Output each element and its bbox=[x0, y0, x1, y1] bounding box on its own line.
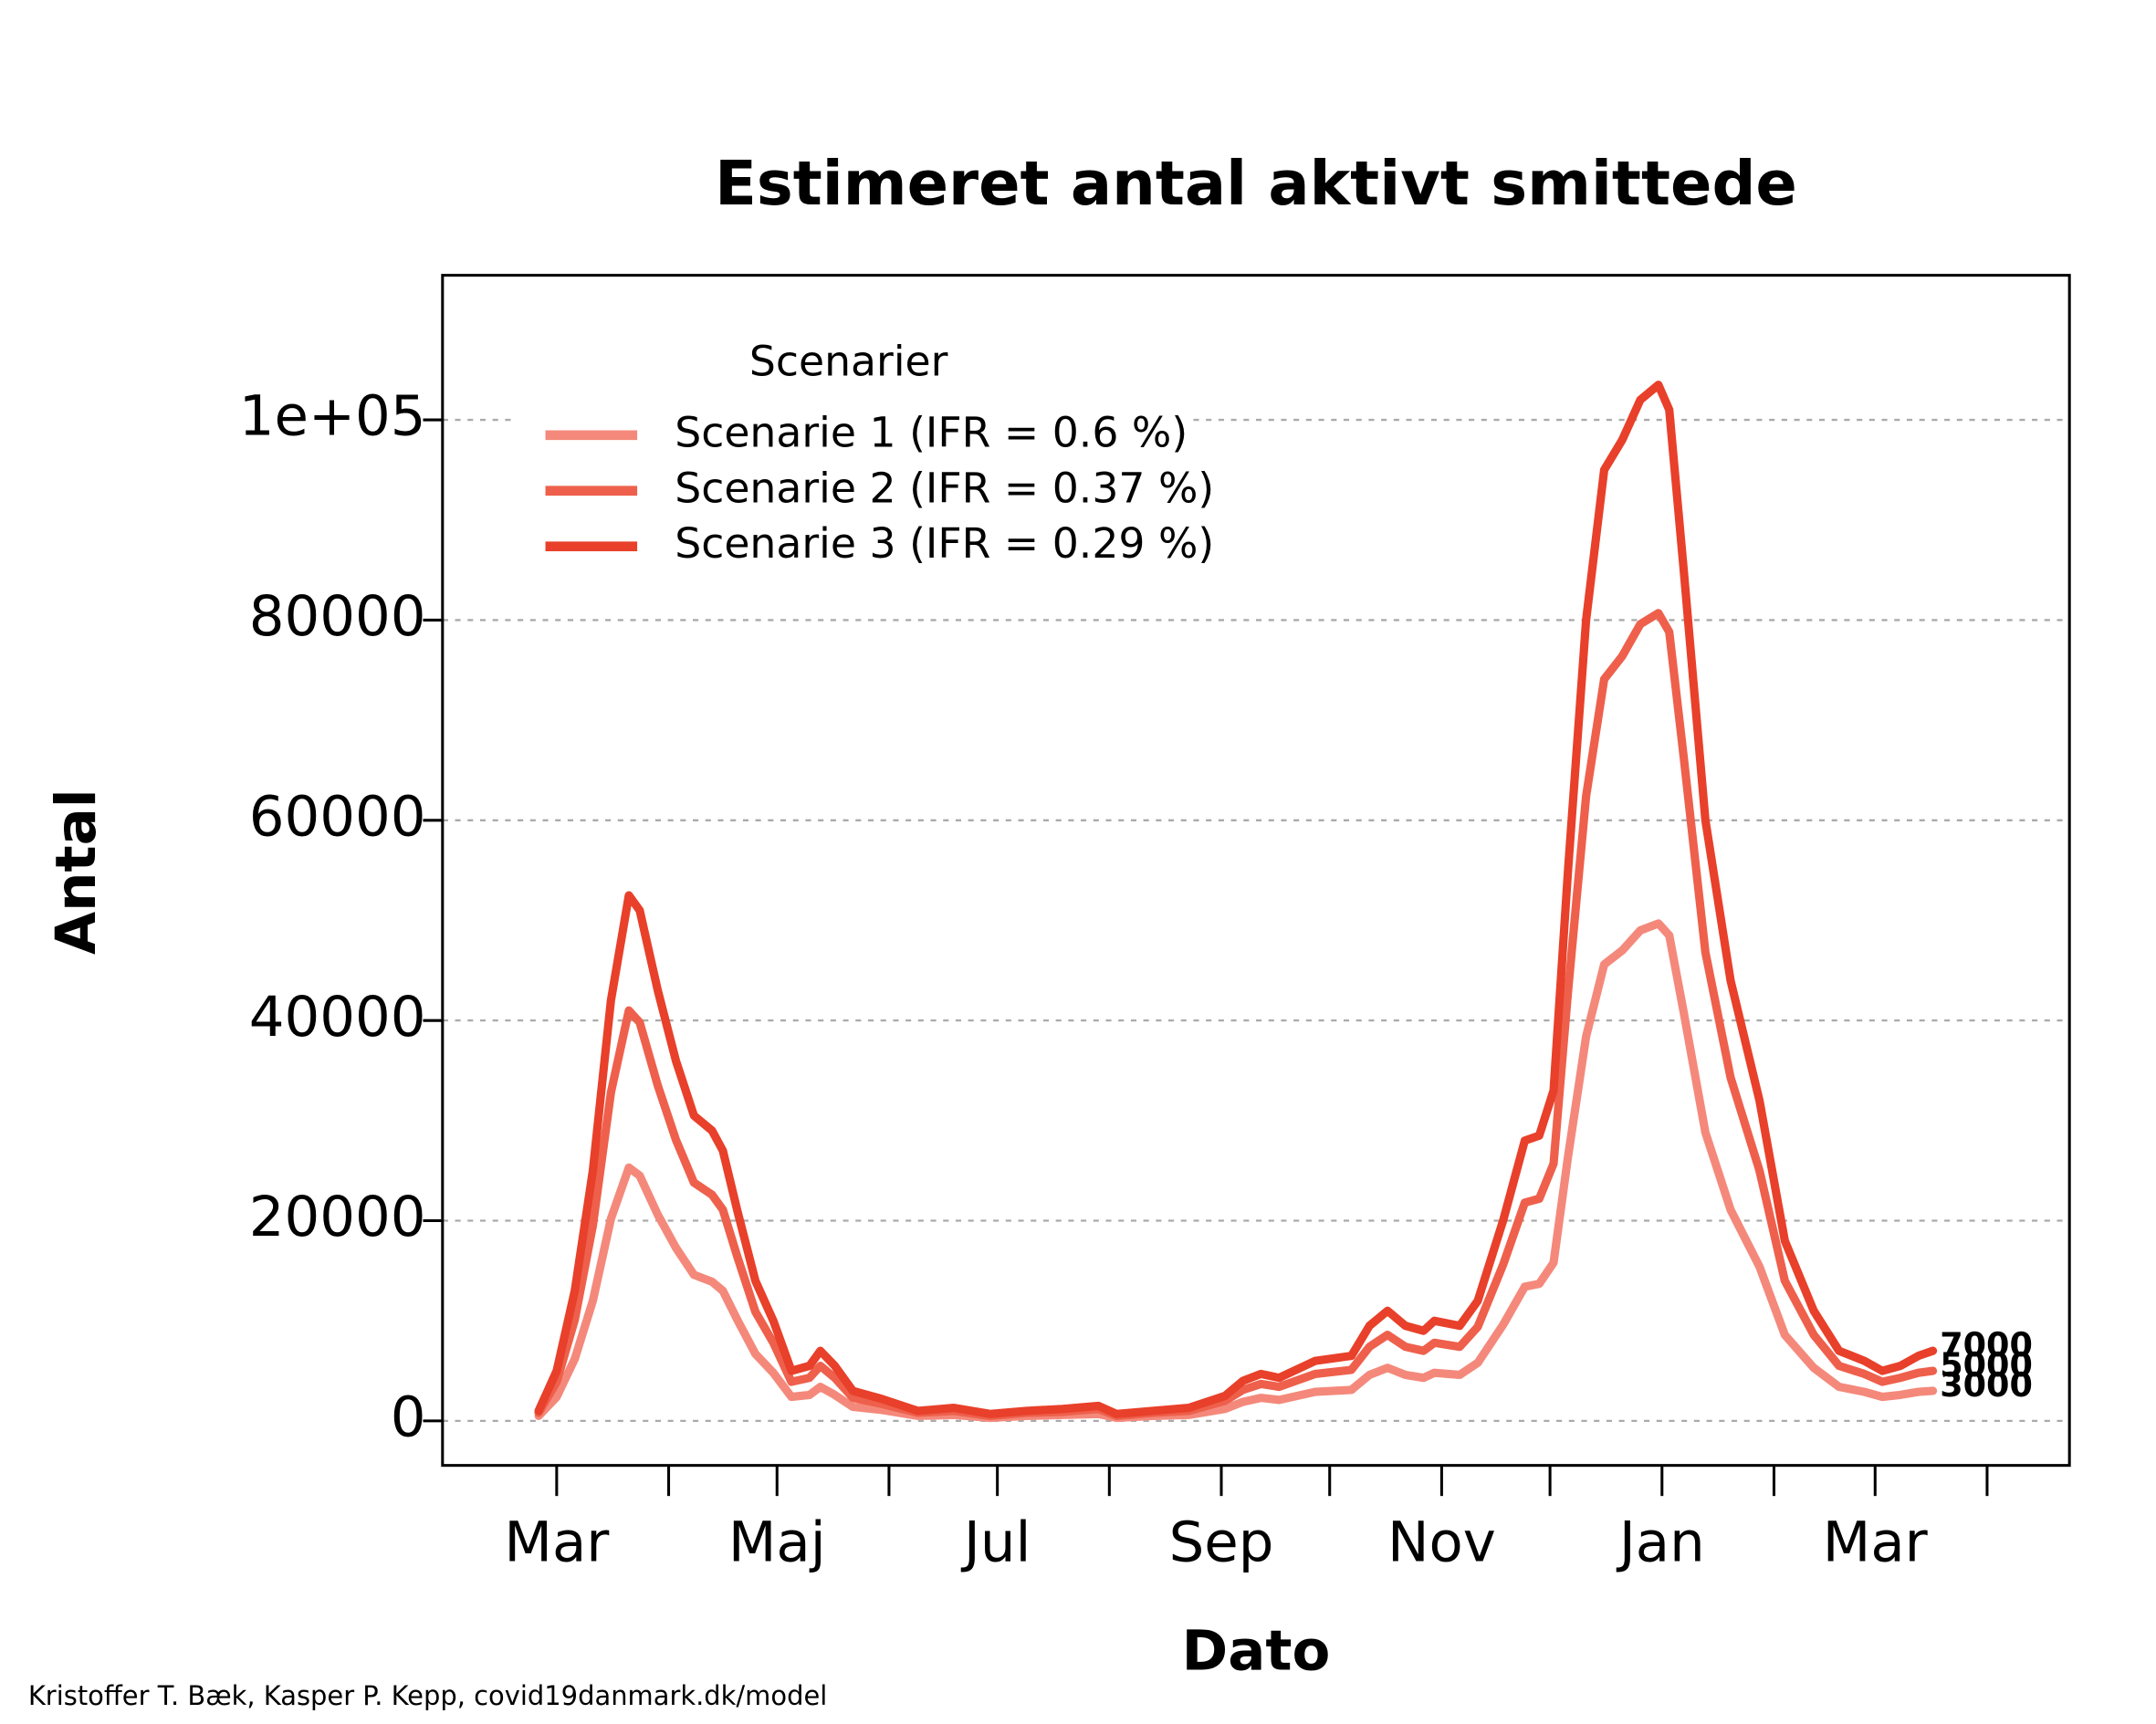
x-tick-label: Nov bbox=[1387, 1510, 1496, 1575]
series-line bbox=[534, 609, 1938, 1420]
y-tick-label: 20000 bbox=[249, 1185, 426, 1249]
y-tick-label: 80000 bbox=[249, 584, 426, 649]
x-tick-label: Jan bbox=[1616, 1510, 1705, 1575]
legend-label: Scenarie 2 (IFR = 0.37 %) bbox=[675, 464, 1214, 512]
end-label: 3000 bbox=[1940, 1365, 2033, 1405]
chart-title: Estimeret antal aktivt smittede bbox=[715, 148, 1797, 219]
legend-box bbox=[518, 330, 1194, 581]
legend-label: Scenarie 3 (IFR = 0.29 %) bbox=[675, 519, 1214, 568]
y-tick-label: 40000 bbox=[249, 985, 426, 1050]
x-tick-label: Sep bbox=[1169, 1510, 1274, 1575]
series-line bbox=[534, 919, 1938, 1423]
x-tick-label: Jul bbox=[960, 1510, 1031, 1575]
y-tick-label: 0 bbox=[391, 1384, 426, 1449]
legend-title: Scenarier bbox=[749, 338, 948, 386]
legend-label: Scenarie 1 (IFR = 0.6 %) bbox=[675, 408, 1188, 456]
credit: Kristoffer T. Bæk, Kasper P. Kepp, covid… bbox=[28, 1680, 827, 1711]
x-axis-label: Dato bbox=[1182, 1618, 1331, 1683]
y-tick-label: 1e+05 bbox=[239, 384, 426, 449]
y-tick-label: 60000 bbox=[249, 784, 426, 849]
x-tick-label: Maj bbox=[728, 1510, 826, 1575]
end-label: 5000 bbox=[1940, 1345, 2033, 1384]
x-tick-label: Mar bbox=[1823, 1510, 1929, 1575]
x-tick-label: Mar bbox=[504, 1510, 610, 1575]
y-axis-label: Antal bbox=[44, 789, 109, 955]
end-label: 7000 bbox=[1940, 1325, 2033, 1364]
series-line bbox=[534, 381, 1938, 1418]
plot-frame bbox=[441, 274, 2071, 1468]
